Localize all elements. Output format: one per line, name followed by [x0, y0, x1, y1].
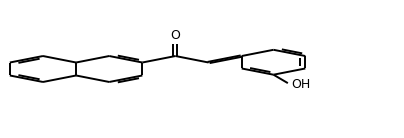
Text: O: O	[170, 29, 181, 42]
Text: OH: OH	[291, 78, 310, 91]
